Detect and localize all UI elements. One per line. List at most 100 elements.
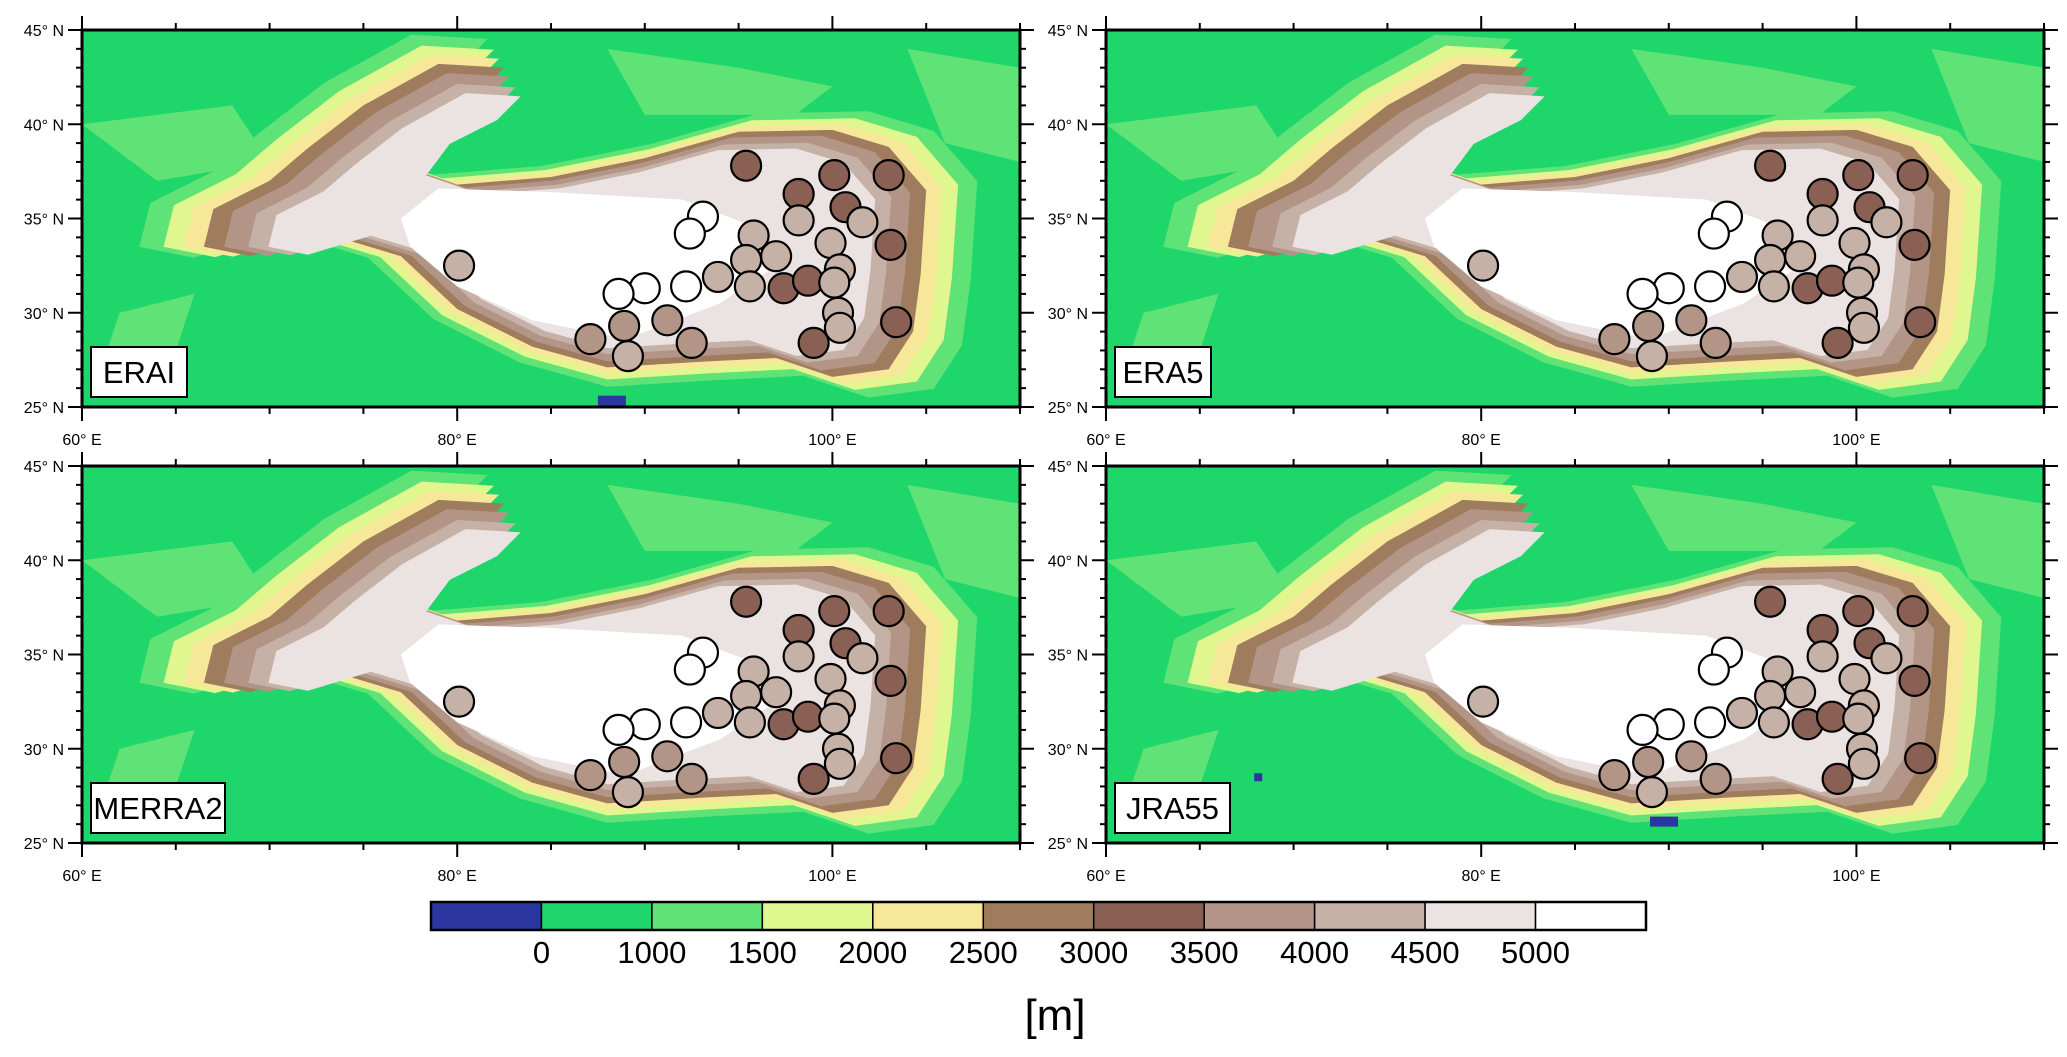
colorbar-label: 3500 <box>1170 935 1239 970</box>
colorbar-label: 3000 <box>1059 935 1128 970</box>
panel-label-box <box>1114 346 1212 398</box>
station-marker <box>701 260 735 294</box>
station-marker <box>730 679 763 713</box>
lat-tick-label: 30° N <box>24 742 64 759</box>
below-sea-level-patch <box>1650 816 1679 827</box>
panel-label-text: MERRA2 <box>93 791 222 826</box>
station-marker <box>733 270 766 303</box>
station-marker <box>673 217 706 250</box>
station-marker <box>1598 323 1631 356</box>
station-marker <box>782 204 815 237</box>
station-marker <box>1896 595 1929 628</box>
colorbar: 0 1000 1500 2000 2500 3000 3500 4000 4500 5000 [m] <box>429 900 1648 1040</box>
station-marker <box>730 585 763 618</box>
colorbar-swatch <box>1313 901 1426 931</box>
station-marker <box>1842 702 1875 735</box>
station-marker <box>797 326 830 360</box>
station-marker <box>1725 696 1759 730</box>
colorbar-swatch <box>1424 901 1537 931</box>
lon-tick-label: 100° E <box>1832 868 1880 885</box>
station-marker <box>818 159 851 192</box>
terrain-1000-1500 <box>1631 48 1857 115</box>
map-panel-era5: 25° N 30° N 35° N 40° N 45° N 60° E 80° E 100° … <box>1048 16 2058 449</box>
station-marker <box>1635 340 1669 373</box>
terrain-1000-1500 <box>82 541 270 617</box>
station-marker <box>1847 311 1881 344</box>
station-marker <box>1675 304 1708 337</box>
lat-tick-label: 25° N <box>24 400 64 417</box>
station-marker <box>1898 664 1931 697</box>
terrain-1000-1500 <box>1631 484 1857 551</box>
station-marker <box>675 326 708 360</box>
terrain-1000-1500 <box>1931 484 2044 598</box>
terrain-1000-1500 <box>1106 541 1294 617</box>
terrain-1000-1500 <box>1931 48 2044 162</box>
station-marker <box>1626 277 1659 310</box>
station-marker <box>1693 706 1727 739</box>
station-marker <box>818 266 851 299</box>
lon-tick-label: 100° E <box>808 868 856 885</box>
lat-tick-label: 40° N <box>24 553 64 570</box>
station-marker <box>1870 206 1903 239</box>
station-marker <box>1842 159 1875 192</box>
lon-tick-label: 80° E <box>438 432 477 449</box>
terrain-1000-1500 <box>82 105 270 181</box>
below-sea-level-patch <box>597 395 626 406</box>
station-marker <box>880 742 913 775</box>
colorbar-swatch <box>430 901 543 931</box>
lat-tick-label: 45° N <box>1048 23 1088 40</box>
colorbar-label: 4500 <box>1391 935 1460 970</box>
station-marker <box>846 206 879 239</box>
station-marker <box>874 228 907 261</box>
lat-tick-label: 25° N <box>1048 836 1088 853</box>
panel-label: ERAI <box>90 346 188 398</box>
station-marker <box>669 270 703 303</box>
station-marker <box>608 745 641 779</box>
station-marker <box>760 240 793 273</box>
lat-tick-label: 35° N <box>24 212 64 229</box>
terrain-layer <box>82 30 1020 407</box>
colorbar-frame <box>429 900 1648 932</box>
station-marker <box>611 340 645 373</box>
terrain-1000-1500 <box>907 48 1020 162</box>
station-marker <box>1635 776 1669 809</box>
panel-label-text: ERAI <box>103 355 175 390</box>
station-marker <box>730 149 763 182</box>
lat-tick-label: 35° N <box>1048 212 1088 229</box>
terrain-1000-1500 <box>607 48 833 115</box>
terrain-layer <box>1106 466 2044 843</box>
station-marker <box>760 676 793 709</box>
station-marker <box>1784 240 1817 273</box>
station-marker <box>1806 204 1839 237</box>
station-marker <box>1626 713 1659 747</box>
lat-tick-label: 45° N <box>24 23 64 40</box>
lat-tick-label: 25° N <box>1048 400 1088 417</box>
colorbar-label: 2000 <box>838 935 907 970</box>
colorbar-swatch <box>761 901 874 931</box>
station-marker <box>823 747 857 780</box>
lat-tick-label: 25° N <box>24 836 64 853</box>
station-marker <box>1466 685 1500 718</box>
colorbar-swatch <box>872 901 985 931</box>
station-marker <box>1754 243 1787 277</box>
station-marker <box>651 304 684 337</box>
colorbar-swatch <box>1203 901 1316 931</box>
colorbar-label: 4000 <box>1280 935 1349 970</box>
station-marker <box>1466 249 1500 282</box>
station-marker <box>1754 679 1787 713</box>
lat-tick-label: 35° N <box>24 648 64 665</box>
station-marker <box>730 243 763 277</box>
station-marker <box>574 759 607 792</box>
station-marker <box>1725 260 1759 294</box>
lon-tick-label: 60° E <box>62 868 101 885</box>
station-marker <box>880 306 913 339</box>
station-marker <box>611 776 645 809</box>
panel-label-box <box>90 782 226 834</box>
panel-label: MERRA2 <box>90 782 226 834</box>
station-marker <box>673 653 706 686</box>
panel-label-box <box>1114 782 1231 834</box>
station-marker <box>1699 762 1732 796</box>
colorbar-label: 1000 <box>617 935 686 970</box>
lon-tick-label: 100° E <box>1832 432 1880 449</box>
